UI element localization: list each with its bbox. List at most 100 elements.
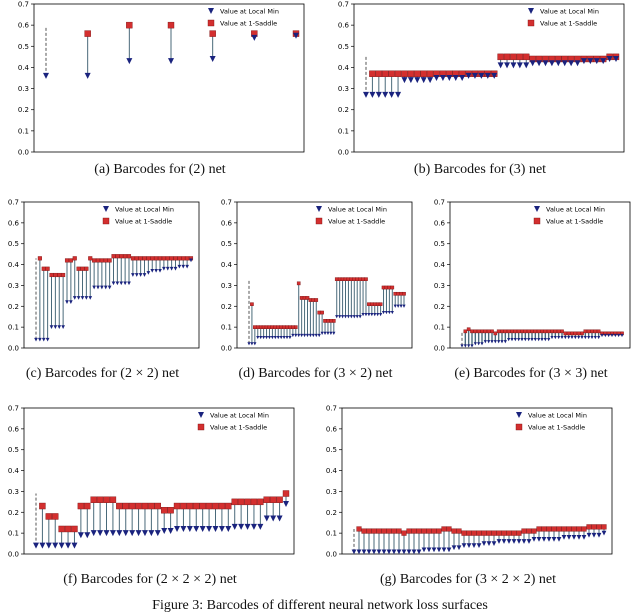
saddle-marker xyxy=(138,256,143,261)
saddle-marker xyxy=(96,496,104,503)
local-min-marker xyxy=(259,335,263,340)
local-min-marker xyxy=(493,340,497,344)
legend-min-label: Value at Local Min xyxy=(546,206,605,214)
local-min-marker xyxy=(561,534,567,540)
saddle-marker xyxy=(45,513,53,520)
local-min-marker xyxy=(542,60,549,67)
legend-saddle-label: Value at 1-Saddle xyxy=(540,20,597,28)
saddle-marker xyxy=(500,329,504,334)
saddle-marker xyxy=(381,285,386,290)
saddle-marker xyxy=(375,70,383,77)
saddle-marker xyxy=(39,502,46,510)
local-min-marker xyxy=(570,335,574,340)
local-min-marker xyxy=(607,333,611,338)
saddle-marker xyxy=(299,296,304,300)
local-min-marker xyxy=(600,333,604,338)
local-min-marker xyxy=(57,325,62,329)
saddle-marker xyxy=(49,272,54,278)
barcode-panel-f: 0.0 0.1 0.2 0.3 0.4 0.5 0.6 0.7 Value at Local M… xyxy=(0,404,300,594)
y-tick-label: 0.6 xyxy=(8,425,20,433)
barcode-chart-d: 0.0 0.1 0.2 0.3 0.4 0.5 0.6 0.7 Value at Local M… xyxy=(221,199,413,353)
saddle-marker xyxy=(563,331,568,336)
saddle-marker xyxy=(546,329,551,334)
local-min-marker xyxy=(483,340,487,344)
local-min-marker xyxy=(446,547,452,553)
local-min-marker xyxy=(358,315,362,319)
local-min-marker xyxy=(376,549,382,555)
axes-frame xyxy=(23,201,200,349)
legend-min-icon xyxy=(528,8,534,14)
saddle-marker xyxy=(141,502,149,510)
local-min-marker xyxy=(58,542,65,549)
saddle-marker xyxy=(571,526,577,532)
saddle-marker xyxy=(369,70,376,77)
saddle-marker xyxy=(212,502,219,510)
y-tick-label: 0.3 xyxy=(326,488,337,496)
local-min-marker xyxy=(146,271,151,275)
local-min-marker xyxy=(401,77,408,84)
saddle-marker xyxy=(173,256,178,261)
y-tick-label: 0.5 xyxy=(326,446,337,454)
saddle-marker xyxy=(503,329,508,334)
local-min-marker xyxy=(276,515,283,522)
local-min-marker xyxy=(381,310,386,315)
saddle-marker xyxy=(523,53,530,61)
local-min-marker xyxy=(366,549,372,555)
local-min-marker xyxy=(244,523,251,530)
local-min-marker xyxy=(517,338,521,342)
local-min-marker xyxy=(294,333,298,338)
saddle-marker xyxy=(253,325,257,329)
local-min-marker xyxy=(560,335,564,340)
saddle-marker xyxy=(142,256,147,261)
saddle-marker xyxy=(293,325,298,329)
local-min-marker xyxy=(174,525,181,532)
saddle-marker xyxy=(181,256,186,261)
local-min-marker xyxy=(465,72,472,79)
local-min-marker xyxy=(65,300,69,304)
local-min-marker xyxy=(189,258,193,263)
saddle-marker xyxy=(115,254,120,259)
local-min-marker xyxy=(501,539,507,544)
y-tick-label: 0.2 xyxy=(326,509,337,517)
saddle-marker xyxy=(581,526,587,532)
local-min-marker xyxy=(173,266,178,271)
saddle-marker xyxy=(64,258,70,263)
local-min-marker xyxy=(466,543,472,549)
local-min-marker xyxy=(467,344,471,348)
barcode-panel-e: 0.0 0.1 0.2 0.3 0.4 0.5 0.6 0.7 Value at Local M… xyxy=(426,198,636,388)
y-tick-label: 0.6 xyxy=(18,22,30,30)
local-min-marker xyxy=(613,55,619,62)
local-min-marker xyxy=(72,296,77,300)
saddle-marker xyxy=(421,528,427,534)
barcode-panel-g: 0.0 0.1 0.2 0.3 0.4 0.5 0.6 0.7 Value at Local M… xyxy=(318,404,618,594)
local-min-marker xyxy=(548,60,555,67)
local-min-marker xyxy=(53,325,58,329)
y-tick-label: 0.1 xyxy=(326,530,337,538)
saddle-marker xyxy=(177,256,182,261)
y-tick-label: 0.3 xyxy=(18,85,29,93)
local-min-marker xyxy=(431,547,437,553)
saddle-marker xyxy=(378,302,383,306)
local-min-marker xyxy=(92,285,96,290)
saddle-marker xyxy=(146,256,151,261)
legend-min-label: Value at Local Min xyxy=(220,8,279,16)
local-min-marker xyxy=(606,55,613,62)
saddle-marker xyxy=(45,266,50,271)
y-tick-label: 0.7 xyxy=(221,199,232,207)
local-min-marker xyxy=(320,331,324,335)
local-min-marker xyxy=(521,539,527,544)
saddle-marker xyxy=(84,502,91,510)
local-min-marker xyxy=(536,537,542,542)
local-min-marker xyxy=(256,335,260,340)
saddle-marker xyxy=(169,256,174,261)
local-min-marker xyxy=(530,338,534,342)
y-tick-label: 0.2 xyxy=(434,303,445,311)
saddle-marker xyxy=(576,331,581,336)
saddle-marker xyxy=(282,325,286,329)
local-min-marker xyxy=(356,549,362,555)
local-min-marker xyxy=(470,344,474,348)
local-min-marker xyxy=(352,315,356,319)
local-min-marker xyxy=(476,543,482,549)
local-min-marker xyxy=(478,72,485,79)
local-min-marker xyxy=(71,542,78,549)
